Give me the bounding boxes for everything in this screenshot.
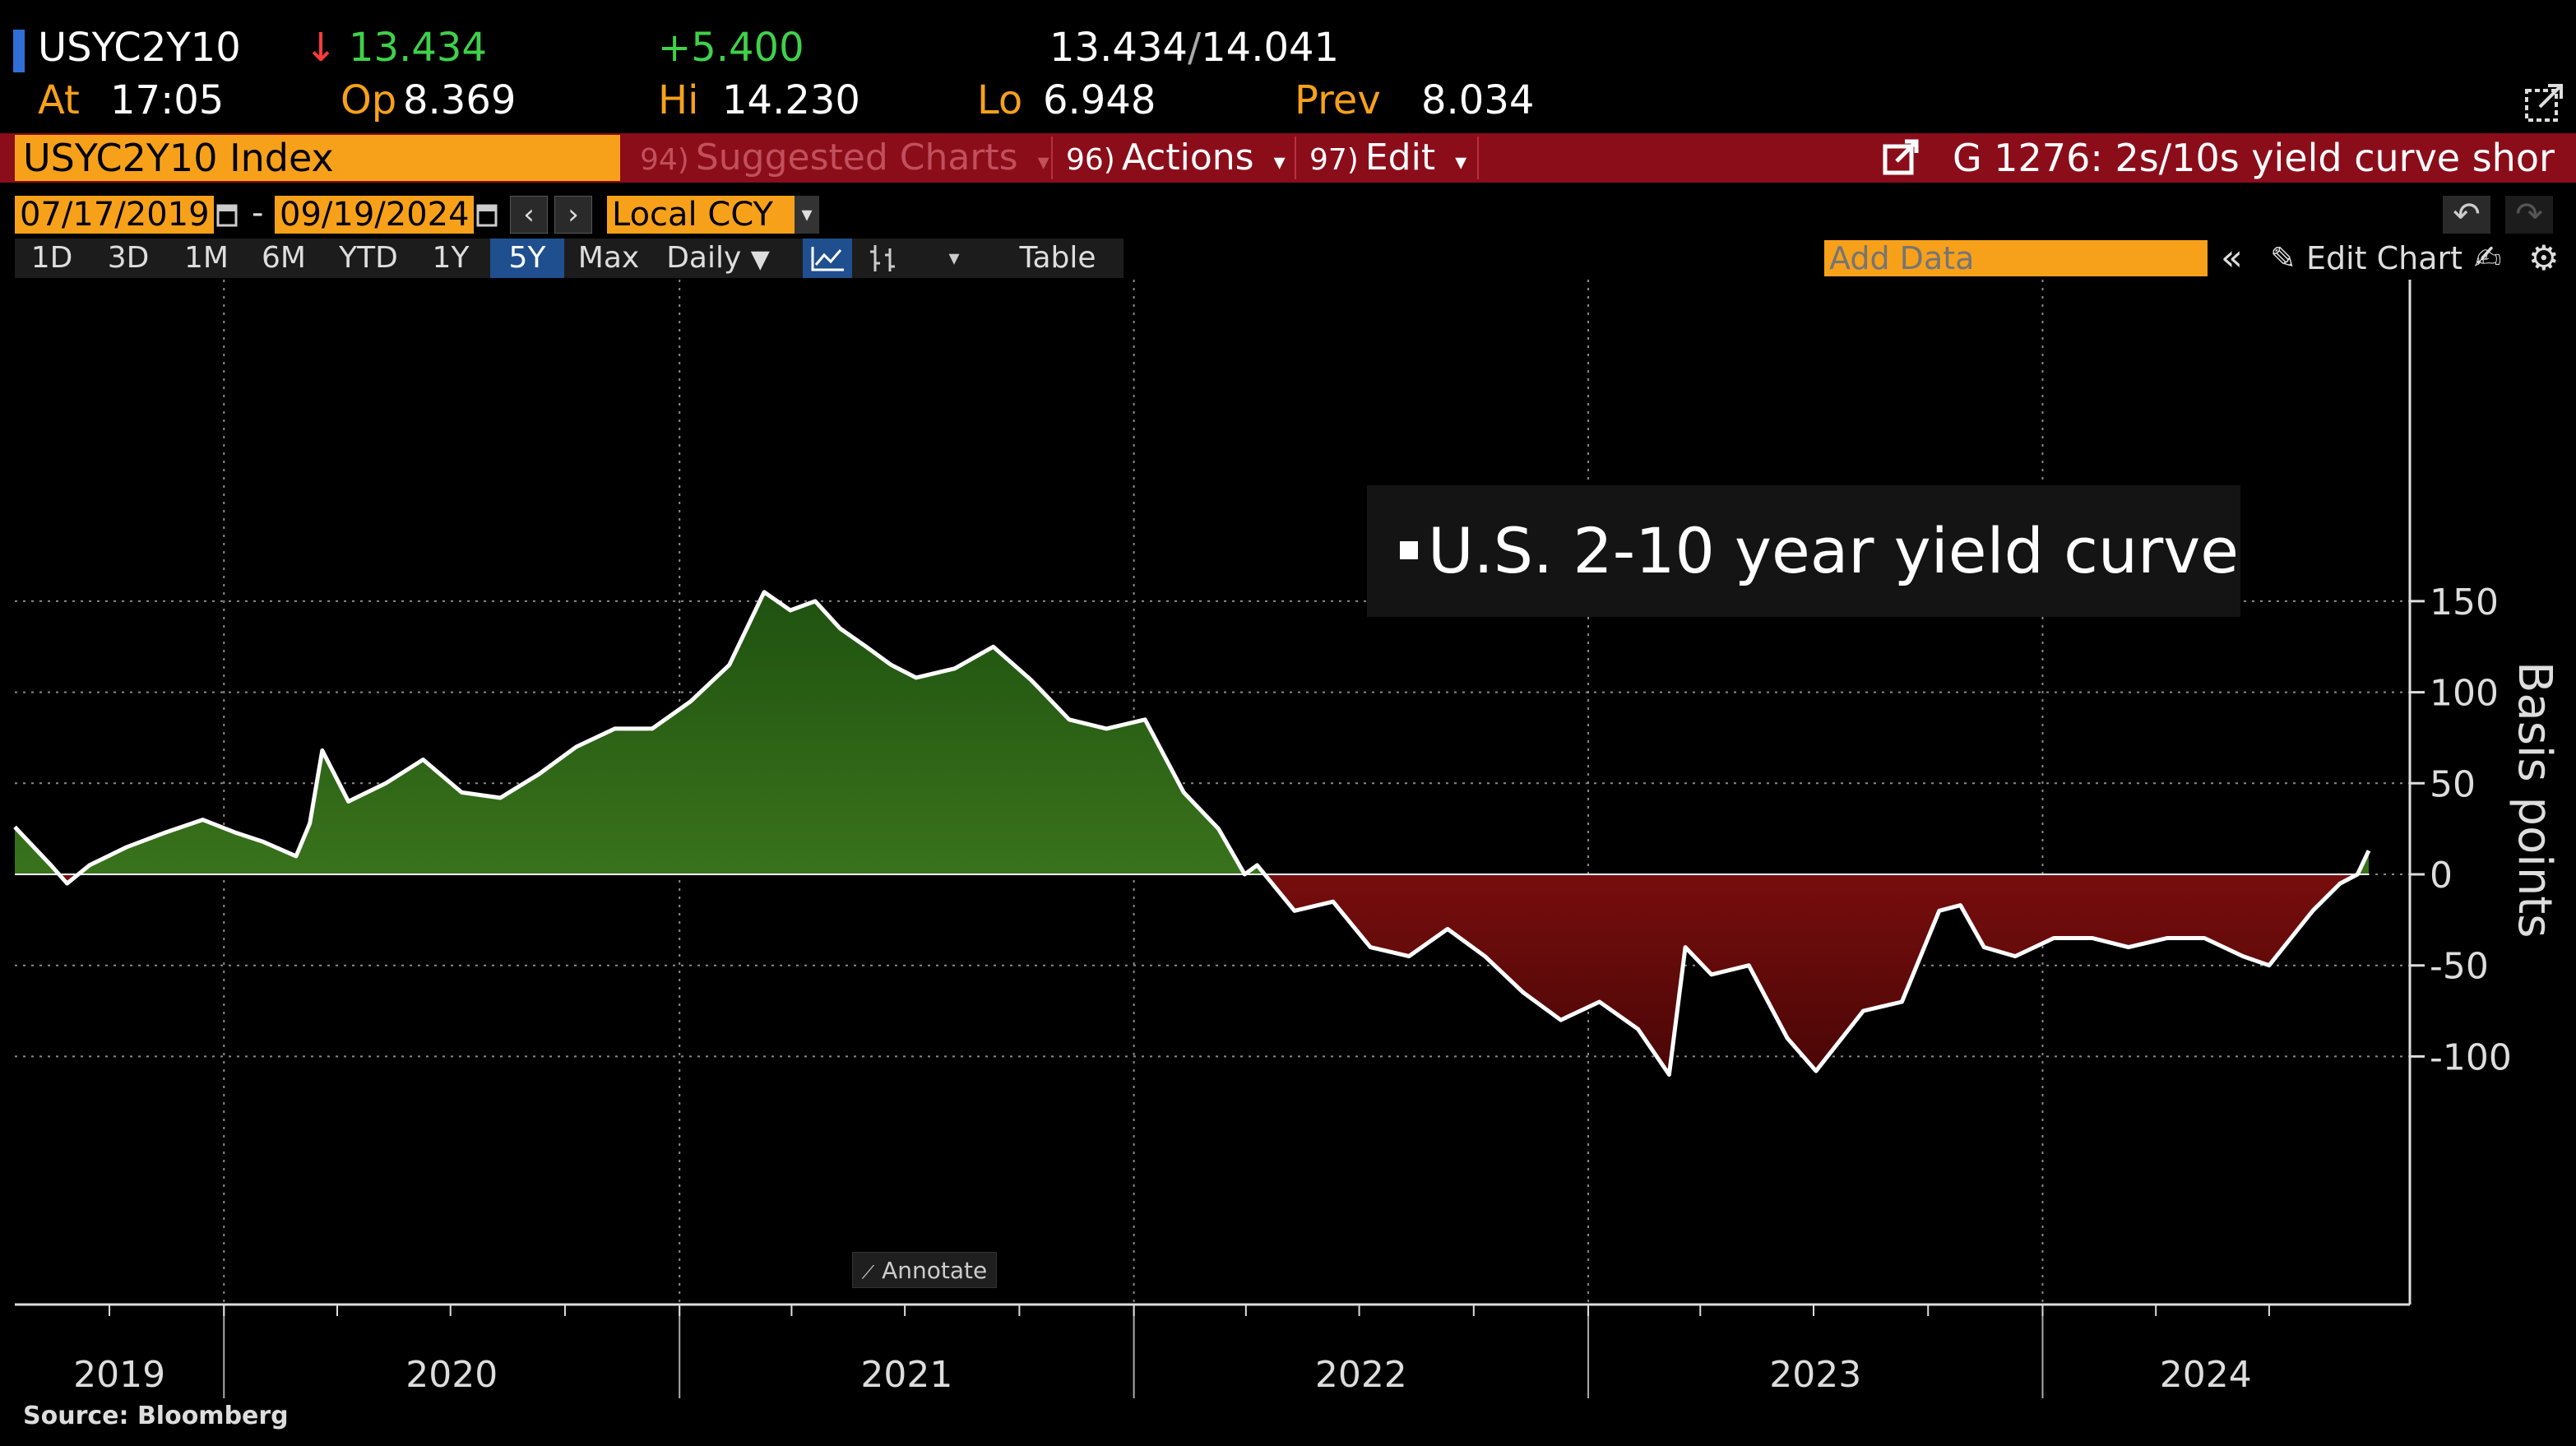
frequency-label: Daily	[666, 241, 742, 275]
range-separator: /	[1187, 25, 1202, 71]
range-max[interactable]: Max	[577, 241, 640, 275]
y-tick-label: 0	[2430, 855, 2453, 897]
ticker-symbol: USYC2Y10	[38, 25, 241, 71]
y-axis-label: Basis points	[2508, 661, 2561, 939]
menu-divider	[1295, 137, 1296, 179]
range-value-2: 14.041	[1201, 25, 1340, 71]
x-tick-label: 2021	[860, 1354, 952, 1396]
high-label: Hi	[658, 77, 699, 123]
down-arrow-icon: ↓	[304, 25, 338, 71]
open-label: Op	[341, 77, 397, 123]
y-tick-label: -100	[2430, 1036, 2512, 1078]
suggested-charts-menu[interactable]: 94) Suggested Charts ▾	[640, 133, 1049, 183]
y-tick-label: 150	[2430, 582, 2499, 623]
positive-area	[15, 591, 2369, 874]
edit-chart-label: Edit Chart	[2305, 240, 2463, 276]
x-tick-label: 2023	[1769, 1354, 1861, 1396]
chevron-down-icon: ▾	[1273, 148, 1286, 175]
x-tick-label: 2019	[73, 1354, 165, 1396]
last-time: 17:05	[110, 77, 225, 123]
y-tick-label: 100	[2430, 673, 2499, 715]
x-tick-label: 2020	[405, 1354, 498, 1396]
series-line	[13, 590, 2371, 1077]
menu-divider	[1477, 137, 1479, 179]
menu-divider	[1051, 137, 1053, 179]
currency-select[interactable]: Local CCY	[607, 196, 795, 234]
line-chart-icon[interactable]	[803, 239, 852, 278]
chevron-down-icon: ▾	[1037, 148, 1049, 175]
actions-menu[interactable]: 96) Actions ▾	[1066, 133, 1286, 183]
low-value: 6.948	[1043, 77, 1156, 123]
chevron-down-icon: ▾	[1455, 148, 1467, 175]
bar-chart-icon[interactable]	[860, 239, 906, 278]
range-1m[interactable]: 1M	[184, 241, 229, 275]
gear-icon[interactable]: ⚙	[2528, 238, 2560, 278]
pencil-icon: ✎	[2270, 240, 2296, 276]
prev-value: 8.034	[1421, 77, 1535, 123]
undo-icon[interactable]: ↶	[2443, 196, 2490, 234]
y-tick-label: -50	[2430, 946, 2489, 988]
security-field[interactable]: USYC2Y10 Index	[15, 135, 620, 181]
popout-icon[interactable]	[2523, 82, 2566, 125]
last-price: 13.434	[349, 25, 487, 71]
calendar-icon[interactable]	[475, 201, 498, 229]
annotate-tool-icon[interactable]: ✍	[2474, 239, 2502, 277]
range-6m[interactable]: 6M	[262, 241, 306, 275]
previous-period-button[interactable]: ‹	[510, 196, 548, 234]
source-note: Source: Bloomberg	[23, 1402, 289, 1430]
open-value: 8.369	[403, 77, 517, 123]
start-date-input[interactable]: 07/17/2019	[15, 196, 214, 234]
chevron-down-icon: ▼	[750, 245, 770, 274]
suggested-charts-label: Suggested Charts	[695, 137, 1018, 178]
range-value: 13.434	[1049, 25, 1188, 71]
x-tick-label: 2024	[2160, 1354, 2252, 1396]
suggested-charts-num: 94)	[640, 143, 689, 177]
pencil-icon: ⟋	[861, 1263, 875, 1283]
x-tick-label: 2022	[1315, 1354, 1407, 1396]
range-5y[interactable]: 5Y	[490, 239, 564, 278]
range-ytd[interactable]: YTD	[339, 241, 398, 275]
prev-label: Prev	[1295, 77, 1381, 123]
price-change: +5.400	[658, 25, 804, 71]
yield-curve-chart: 150 100 50 0 -50 -100 2019 2020 2021 2022 2023 202…	[13, 280, 2512, 1398]
legend-swatch	[1400, 541, 1418, 559]
actions-num: 96)	[1066, 143, 1115, 177]
x-axis: 2019 2020 2021 2022 2023 2024	[15, 1303, 2410, 1398]
at-label: At	[38, 77, 80, 123]
redo-icon[interactable]: ↷	[2505, 196, 2553, 234]
legend-label: U.S. 2-10 year yield curve	[1428, 514, 2239, 587]
range-1d[interactable]: 1D	[30, 241, 73, 275]
y-tick-label: 50	[2430, 763, 2476, 805]
next-period-button[interactable]: ›	[554, 196, 592, 234]
legend-box	[1367, 485, 2240, 617]
date-separator: -	[252, 194, 264, 232]
y-axis: 150 100 50 0 -50 -100	[2408, 280, 2512, 1305]
actions-label: Actions	[1121, 137, 1254, 178]
chart-title: G 1276: 2s/10s yield curve shor	[1953, 136, 2555, 180]
chevron-down-icon[interactable]: ▾	[795, 196, 819, 234]
calendar-icon[interactable]	[215, 201, 239, 229]
high-value: 14.230	[722, 77, 860, 123]
edit-label: Edit	[1364, 137, 1436, 178]
bid-ask-range: 13.434/14.041	[1049, 23, 1339, 72]
range-3d[interactable]: 3D	[107, 241, 150, 275]
table-button[interactable]: Table	[992, 239, 1124, 278]
edit-menu[interactable]: 97) Edit ▾	[1309, 133, 1466, 183]
annotate-button[interactable]: ⟋ Annotate	[852, 1252, 997, 1288]
chevron-down-icon[interactable]: ▾	[948, 246, 960, 271]
collapse-icon[interactable]: «	[2221, 237, 2243, 279]
edit-num: 97)	[1309, 143, 1359, 177]
low-label: Lo	[977, 77, 1023, 123]
end-date-input[interactable]: 09/19/2024	[275, 196, 474, 234]
annotate-label: Annotate	[882, 1257, 988, 1284]
range-1y[interactable]: 1Y	[432, 241, 470, 275]
external-link-icon[interactable]	[1882, 138, 1921, 178]
ticker-color-marker	[13, 30, 25, 72]
edit-chart-button[interactable]: ✎ Edit Chart	[2270, 239, 2462, 278]
add-data-input[interactable]	[1824, 240, 2208, 276]
frequency-select[interactable]: Daily ▼	[656, 239, 780, 278]
